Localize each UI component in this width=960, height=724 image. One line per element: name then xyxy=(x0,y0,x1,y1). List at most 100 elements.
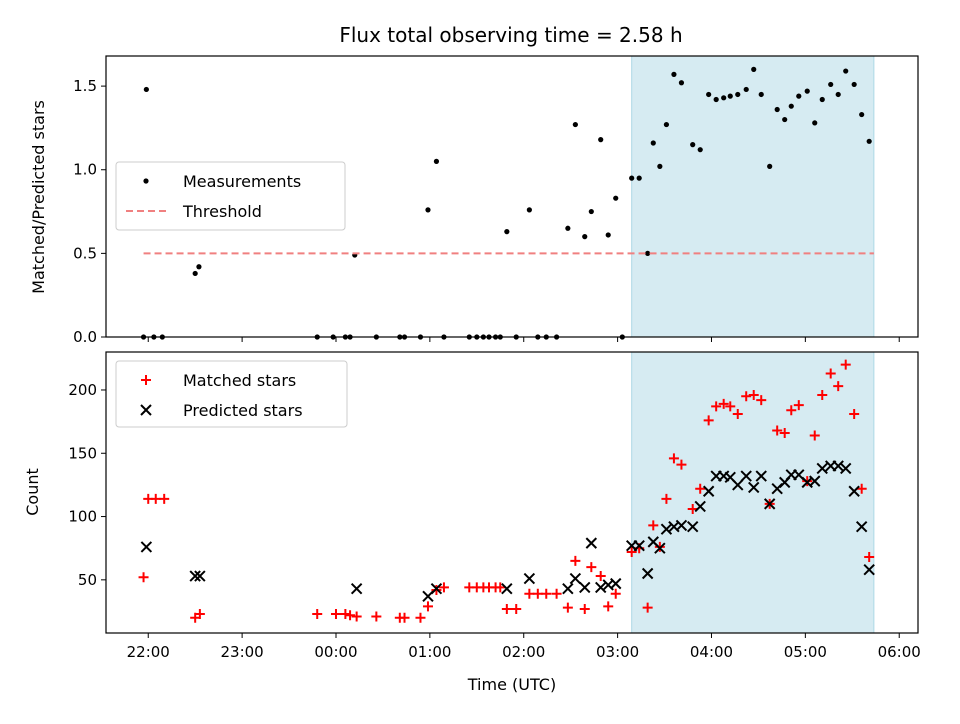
data-point xyxy=(849,409,860,420)
data-point xyxy=(832,460,844,472)
data-point xyxy=(678,80,685,86)
data-point xyxy=(633,539,645,552)
x-tick-label: 23:00 xyxy=(220,643,263,661)
data-point xyxy=(697,147,703,153)
data-point xyxy=(661,493,672,504)
data-point xyxy=(727,93,733,99)
data-point xyxy=(650,140,656,146)
data-point xyxy=(371,611,382,622)
data-point xyxy=(864,552,875,563)
data-point xyxy=(694,500,706,513)
data-point xyxy=(758,91,764,98)
data-point xyxy=(711,401,722,412)
data-point xyxy=(687,503,698,514)
highlight-span xyxy=(631,55,875,338)
y-tick-label: 0.5 xyxy=(73,244,97,262)
top-panel: 0.0 0.5 1.0 1.5 Measurements Threshold xyxy=(73,55,919,346)
data-point xyxy=(740,470,752,482)
data-point xyxy=(676,459,687,470)
data-point xyxy=(833,381,844,392)
data-point xyxy=(816,462,828,475)
data-point xyxy=(809,430,820,441)
x-axis-label: Time (UTC) xyxy=(467,675,556,694)
data-point xyxy=(809,475,821,487)
legend-box xyxy=(115,161,346,231)
data-point xyxy=(804,88,810,94)
data-point xyxy=(605,232,611,238)
data-point xyxy=(610,577,622,590)
series-measurements xyxy=(140,66,872,340)
data-point xyxy=(523,572,536,585)
data-point xyxy=(192,270,198,277)
data-point xyxy=(524,588,535,599)
data-point xyxy=(138,572,149,583)
data-point xyxy=(588,208,594,215)
legend-label: Threshold xyxy=(182,202,262,221)
data-point xyxy=(702,485,715,497)
data-point xyxy=(741,391,752,402)
data-point xyxy=(532,588,543,599)
data-point xyxy=(690,142,696,148)
data-point xyxy=(598,137,604,143)
data-point xyxy=(763,498,776,510)
data-point xyxy=(422,601,433,612)
legend: Measurements Threshold xyxy=(115,161,346,231)
legend-label: Measurements xyxy=(183,172,301,191)
data-point xyxy=(695,483,706,494)
data-point xyxy=(551,588,562,599)
series-matched-stars xyxy=(138,359,875,623)
data-point xyxy=(713,96,719,103)
data-point xyxy=(843,68,849,74)
data-point xyxy=(782,116,788,123)
y-tick-label: 100 xyxy=(68,508,97,526)
data-point xyxy=(756,395,767,406)
data-point xyxy=(718,398,729,409)
data-point xyxy=(613,195,619,201)
data-point xyxy=(755,470,767,482)
data-point xyxy=(772,425,783,436)
data-point xyxy=(562,602,573,613)
data-point xyxy=(501,582,513,595)
series-predicted-stars xyxy=(140,460,875,603)
x-tick-label: 01:00 xyxy=(408,643,451,661)
data-point xyxy=(582,234,588,240)
plot-frame xyxy=(105,55,919,338)
data-point xyxy=(430,582,443,595)
legend-marker xyxy=(140,404,152,416)
x-tick-label: 22:00 xyxy=(127,643,170,661)
data-point xyxy=(350,582,363,595)
legend: Matched stars Predicted stars xyxy=(115,360,348,428)
legend-marker xyxy=(143,178,149,184)
data-point xyxy=(686,520,699,533)
data-point xyxy=(779,428,790,439)
data-point xyxy=(866,138,872,144)
chart-title: Flux total observing time = 2.58 h xyxy=(339,23,682,47)
data-point xyxy=(345,610,356,621)
data-point xyxy=(159,493,170,504)
data-point xyxy=(541,588,552,599)
data-point xyxy=(732,409,743,420)
y-tick-label: 200 xyxy=(68,381,97,399)
data-point xyxy=(504,229,510,235)
legend-label: Predicted stars xyxy=(183,401,303,420)
x-tick-label: 02:00 xyxy=(502,643,545,661)
data-point xyxy=(840,462,852,475)
data-point xyxy=(399,612,410,623)
data-point xyxy=(495,582,506,593)
data-point xyxy=(675,519,688,532)
data-point xyxy=(586,562,597,573)
data-point xyxy=(751,66,757,72)
data-point xyxy=(725,401,736,412)
legend-marker xyxy=(141,375,151,385)
data-point xyxy=(579,603,590,614)
data-point xyxy=(425,207,431,213)
data-point xyxy=(194,609,205,620)
y-tick-label: 0.0 xyxy=(73,328,97,346)
x-tick-label: 05:00 xyxy=(784,643,827,661)
data-point xyxy=(660,523,673,535)
data-point xyxy=(825,368,836,379)
data-point xyxy=(657,163,663,169)
data-point xyxy=(851,81,857,88)
data-point xyxy=(143,86,149,93)
data-point xyxy=(796,93,802,99)
